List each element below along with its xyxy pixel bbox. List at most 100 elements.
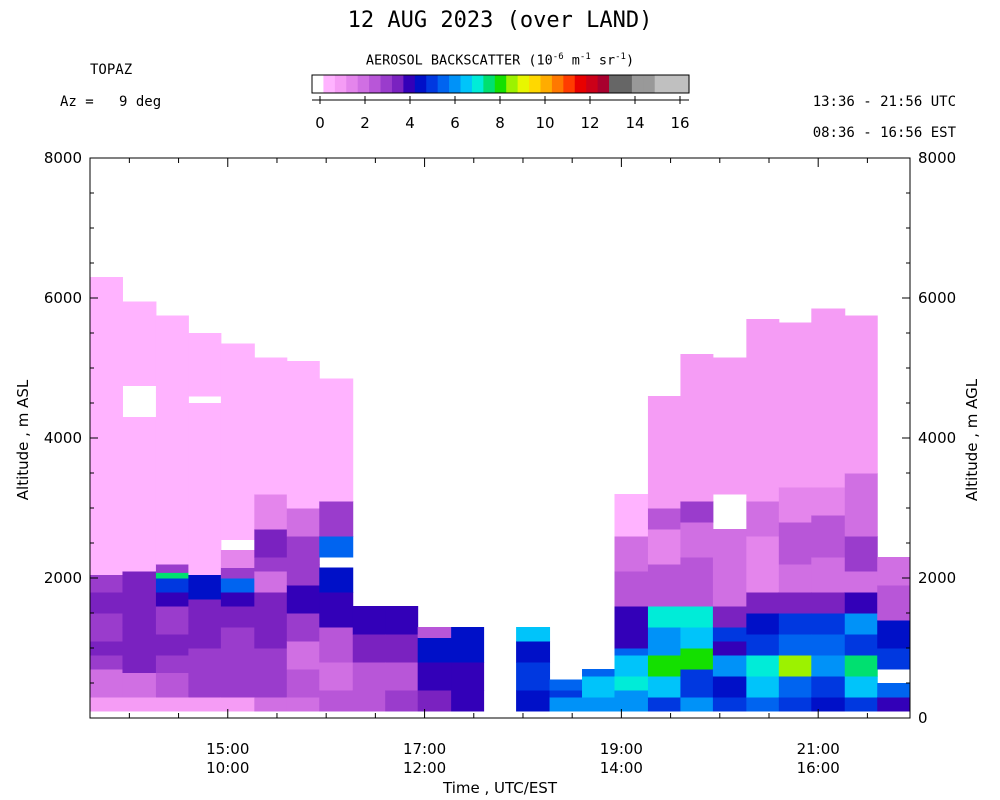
y-right-tick-label: 2000: [918, 569, 956, 587]
y-left-tick-label: 2000: [44, 569, 82, 587]
backscatter-cell: [582, 697, 615, 712]
backscatter-cell: [451, 662, 485, 691]
backscatter-cell: [220, 550, 255, 568]
backscatter-cell: [614, 606, 649, 649]
backscatter-cell: [844, 697, 878, 712]
y-left-tick-label: 6000: [44, 289, 82, 307]
backscatter-cell: [549, 679, 583, 691]
backscatter-cell: [582, 669, 615, 677]
backscatter-cell: [811, 697, 846, 712]
backscatter-cell: [319, 378, 354, 502]
backscatter-cell: [122, 417, 157, 572]
backscatter-cell: [155, 606, 189, 635]
backscatter-cell: [122, 571, 157, 600]
colorbar-swatch: [449, 75, 462, 93]
colorbar-swatch: [437, 75, 450, 93]
backscatter-cell: [647, 697, 681, 712]
backscatter-cell: [680, 354, 714, 502]
backscatter-cell: [680, 557, 714, 607]
colorbar-swatch: [506, 75, 519, 93]
backscatter-cell: [712, 606, 747, 628]
colorbar-swatch: [494, 75, 507, 93]
instrument-name: TOPAZ: [90, 62, 133, 78]
backscatter-cell: [220, 669, 255, 698]
colorbar-swatch: [597, 75, 610, 93]
colorbar-swatch: [540, 75, 553, 93]
backscatter-cell: [220, 697, 255, 712]
backscatter-cell: [319, 567, 354, 593]
backscatter-cell: [188, 403, 222, 537]
backscatter-cell: [188, 627, 222, 649]
x-tick-label-est: 16:00: [797, 759, 840, 777]
backscatter-cell: [680, 697, 714, 712]
backscatter-cell: [254, 571, 288, 593]
colorbar-swatch: [414, 75, 427, 93]
backscatter-cell: [286, 613, 320, 642]
x-axis-label: Time , UTC/EST: [442, 779, 558, 797]
backscatter-cell: [746, 536, 780, 593]
backscatter-cells: [90, 277, 911, 712]
backscatter-cell: [417, 637, 452, 663]
backscatter-cell: [680, 522, 714, 558]
backscatter-cell: [122, 648, 157, 673]
backscatter-cell: [122, 599, 157, 628]
backscatter-cell: [778, 522, 812, 565]
backscatter-cell: [712, 697, 747, 712]
colorbar-title-unit-m: m: [563, 52, 580, 69]
backscatter-cell: [746, 676, 780, 698]
colorbar-swatch: [471, 75, 484, 93]
backscatter-cell: [254, 648, 288, 670]
backscatter-cell: [254, 494, 288, 530]
backscatter-cell: [712, 641, 747, 656]
backscatter-cell: [712, 676, 747, 698]
backscatter-cell: [319, 501, 354, 537]
backscatter-cell: [844, 473, 878, 537]
colorbar-swatch: [609, 75, 622, 93]
backscatter-cell: [188, 669, 222, 698]
backscatter-cell: [188, 599, 222, 628]
backscatter-cell: [778, 613, 812, 635]
backscatter-cell: [220, 578, 255, 593]
colorbar-swatch: [323, 75, 336, 93]
y-right-tick-label: 4000: [918, 429, 956, 447]
y-left-tick-label: 4000: [44, 429, 82, 447]
colorbar-swatch: [369, 75, 382, 93]
backscatter-cell: [549, 690, 583, 698]
colorbar-title-exp3: -1: [615, 52, 626, 62]
backscatter-cell: [680, 606, 714, 628]
backscatter-cell: [877, 648, 911, 670]
backscatter-cell: [614, 536, 649, 572]
backscatter-cell: [614, 676, 649, 691]
backscatter-cell: [188, 697, 222, 712]
backscatter-cell: [778, 634, 812, 656]
backscatter-cell: [90, 697, 123, 712]
backscatter-cell: [385, 606, 419, 635]
backscatter-cell: [746, 592, 780, 614]
backscatter-cell: [155, 655, 189, 673]
backscatter-cell: [319, 627, 354, 663]
colorbar-tick-label: 8: [495, 114, 505, 132]
backscatter-cell: [220, 343, 255, 540]
backscatter-cell: [286, 641, 320, 670]
backscatter-cell: [778, 697, 812, 712]
backscatter-cell: [220, 567, 255, 579]
backscatter-cell: [220, 592, 255, 607]
axis-labels: 2000 4000 6000 8000 0 2000 4000 6000 8000 15:0010…: [14, 149, 981, 797]
backscatter-cell: [352, 634, 386, 663]
backscatter-cell: [844, 571, 878, 593]
backscatter-cell: [516, 641, 551, 663]
backscatter-cell: [286, 585, 320, 614]
backscatter-cell: [220, 648, 255, 670]
colorbar-tick-label: 16: [670, 114, 689, 132]
backscatter-cell: [811, 676, 846, 698]
colorbar-swatch: [357, 75, 370, 93]
colorbar-swatch: [391, 75, 404, 93]
backscatter-cell: [254, 357, 288, 495]
backscatter-cell: [877, 683, 911, 698]
y-right-tick-label: 6000: [918, 289, 956, 307]
colorbar-tick-label: 4: [405, 114, 415, 132]
colorbar-swatch: [620, 75, 633, 93]
colorbar-swatch: [517, 75, 530, 93]
backscatter-cell: [286, 697, 320, 712]
backscatter-cell: [647, 676, 681, 698]
